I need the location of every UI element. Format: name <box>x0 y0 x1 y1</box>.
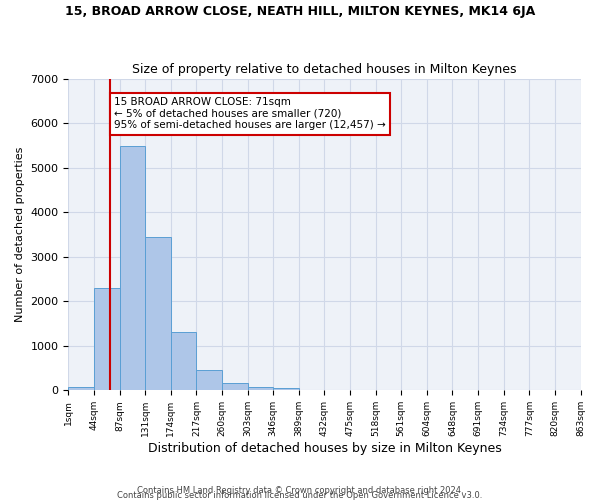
Bar <box>171 332 196 390</box>
X-axis label: Distribution of detached houses by size in Milton Keynes: Distribution of detached houses by size … <box>148 442 502 455</box>
Text: Contains HM Land Registry data © Crown copyright and database right 2024.: Contains HM Land Registry data © Crown c… <box>137 486 463 495</box>
Text: 15, BROAD ARROW CLOSE, NEATH HILL, MILTON KEYNES, MK14 6JA: 15, BROAD ARROW CLOSE, NEATH HILL, MILTO… <box>65 5 535 18</box>
Y-axis label: Number of detached properties: Number of detached properties <box>15 147 25 322</box>
Text: Contains public sector information licensed under the Open Government Licence v3: Contains public sector information licen… <box>118 491 482 500</box>
Title: Size of property relative to detached houses in Milton Keynes: Size of property relative to detached ho… <box>132 63 517 76</box>
Bar <box>94 288 119 390</box>
Bar <box>222 384 248 390</box>
Bar <box>68 387 94 390</box>
Bar <box>145 236 171 390</box>
Bar <box>196 370 222 390</box>
Bar <box>273 388 299 390</box>
Bar <box>248 386 273 390</box>
Bar <box>119 146 145 390</box>
Text: 15 BROAD ARROW CLOSE: 71sqm
← 5% of detached houses are smaller (720)
95% of sem: 15 BROAD ARROW CLOSE: 71sqm ← 5% of deta… <box>114 98 386 130</box>
